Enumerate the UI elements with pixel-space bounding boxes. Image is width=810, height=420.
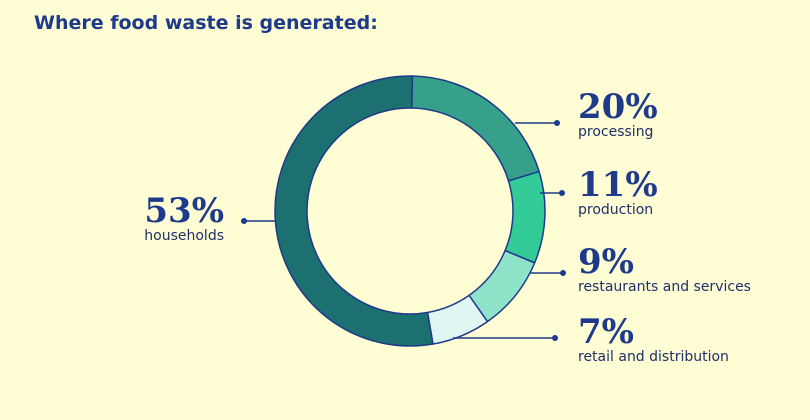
pct-households: 53% [144, 191, 224, 231]
label-retail: 7% retail and distribution [578, 315, 729, 365]
leader-dot-production [559, 190, 565, 196]
slice-production [504, 170, 546, 264]
name-households: households [144, 228, 224, 244]
leader-dot-retail [552, 335, 558, 341]
pct-processing: 20% [578, 87, 658, 127]
pct-restaurants: 9% [578, 242, 634, 282]
leader-dot-households [241, 218, 247, 224]
label-production: 11% production [578, 168, 658, 218]
label-households: 53% households [120, 194, 224, 244]
label-processing: 20% processing [578, 90, 658, 140]
label-restaurants: 9% restaurants and services [578, 245, 751, 295]
leader-dot-restaurants [560, 270, 566, 276]
slice-processing [411, 75, 540, 182]
slice-households [274, 75, 434, 347]
leader-dot-processing [554, 120, 560, 126]
pct-retail: 7% [578, 312, 634, 352]
name-retail: retail and distribution [578, 349, 729, 365]
name-restaurants: restaurants and services [578, 279, 751, 295]
name-production: production [578, 202, 654, 218]
chart-title: Where food waste is generated: [34, 12, 378, 34]
pct-production: 11% [578, 165, 658, 205]
name-processing: processing [578, 124, 654, 140]
